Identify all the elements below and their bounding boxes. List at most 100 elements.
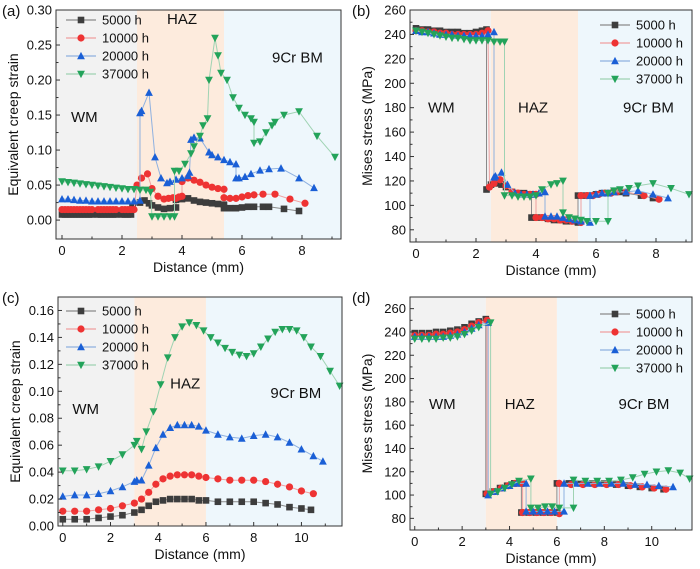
y-axis-label: Equivalent creep strain (7, 340, 23, 482)
legend-marker-icon (77, 325, 85, 333)
data-point (559, 209, 567, 217)
x-tick-label: 2 (459, 534, 466, 549)
data-point (298, 505, 305, 512)
x-tick-label: 4 (506, 534, 513, 549)
data-point (124, 197, 132, 205)
data-point (241, 111, 249, 120)
data-point (454, 34, 462, 43)
data-point (595, 479, 604, 487)
data-point (425, 335, 433, 344)
data-point (202, 199, 210, 206)
data-point (184, 195, 192, 202)
y-tick-label: 0.00 (29, 519, 54, 534)
data-point (241, 172, 249, 180)
data-point (118, 482, 127, 491)
x-tick-label: 4 (532, 246, 539, 261)
data-point (238, 193, 246, 201)
data-point (220, 155, 228, 164)
data-point (500, 192, 509, 200)
data-point (166, 177, 174, 185)
data-point (137, 476, 146, 484)
zone-label-bm: 9Cr BM (270, 385, 321, 402)
legend-label: 5000 h (636, 307, 676, 322)
data-point (95, 514, 102, 522)
data-point (569, 476, 578, 485)
data-point (634, 186, 642, 195)
panel-label: (b) (352, 3, 370, 20)
data-point (187, 150, 195, 158)
data-point (228, 348, 237, 357)
y-tick-label: 120 (384, 464, 406, 479)
data-point (515, 477, 523, 486)
data-point (225, 432, 234, 441)
legend-label: 20000 h (636, 343, 683, 358)
legend-marker-icon (611, 56, 619, 65)
data-point (64, 178, 72, 187)
legend-item: 5000 h (66, 304, 142, 319)
data-point (500, 38, 509, 46)
data-point (592, 190, 600, 198)
data-point (654, 481, 663, 490)
data-point (583, 479, 592, 487)
data-point (202, 181, 210, 189)
data-point (100, 183, 108, 191)
data-point (163, 354, 172, 362)
data-point (70, 195, 78, 204)
data-point (472, 31, 480, 39)
y-tick-label: 0.04 (29, 465, 54, 480)
data-point (76, 196, 84, 204)
data-point (249, 431, 258, 440)
data-point (70, 179, 78, 188)
data-point (529, 507, 538, 515)
y-tick-label: 0.05 (27, 178, 52, 193)
data-point (667, 184, 675, 193)
zone-label-haz: HAZ (167, 11, 197, 28)
y-axis-label: Equivalent creep strain (5, 53, 21, 195)
x-tick-label: 6 (238, 243, 245, 258)
legend: 5000 h 10000 h 20000 h 37000 h (600, 18, 683, 87)
data-point (146, 188, 155, 197)
data-point (220, 185, 228, 193)
data-point (439, 334, 448, 342)
data-point (137, 106, 146, 115)
data-point (560, 507, 568, 515)
series-markers-37000h (58, 319, 344, 475)
zone-haz (134, 297, 206, 526)
data-point (474, 323, 483, 332)
data-point (273, 432, 282, 441)
data-point (430, 31, 438, 39)
data-point (173, 471, 181, 479)
data-point (213, 339, 222, 347)
legend-label: 20000 h (102, 49, 149, 64)
series-markers-37000h (58, 34, 339, 221)
legend: 5000 h 10000 h 20000 h 37000 h (66, 13, 149, 82)
zone-bm (224, 10, 341, 239)
x-tick-label: 2 (472, 246, 479, 261)
data-point (196, 198, 204, 206)
data-point (522, 507, 531, 515)
data-point (565, 214, 573, 222)
data-point (214, 52, 222, 60)
data-point (154, 213, 162, 221)
data-point (316, 352, 325, 361)
data-point (59, 515, 67, 523)
data-point (547, 212, 555, 220)
legend-item: 20000 h (600, 54, 683, 69)
zone-label-wm: WM (71, 109, 98, 126)
data-point (156, 381, 165, 389)
data-point (676, 469, 685, 478)
y-tick-label: 140 (384, 149, 406, 164)
data-point (208, 150, 216, 159)
data-point (478, 31, 486, 39)
y-tick-label: 0.08 (29, 411, 54, 426)
data-point (94, 463, 103, 471)
data-point (628, 474, 637, 482)
data-point (285, 483, 294, 491)
data-point (553, 180, 561, 188)
data-point (472, 37, 480, 45)
data-point (238, 476, 246, 484)
data-point (152, 498, 160, 506)
data-point (118, 451, 127, 459)
y-tick-label: 260 (384, 301, 406, 316)
data-point (583, 217, 591, 226)
